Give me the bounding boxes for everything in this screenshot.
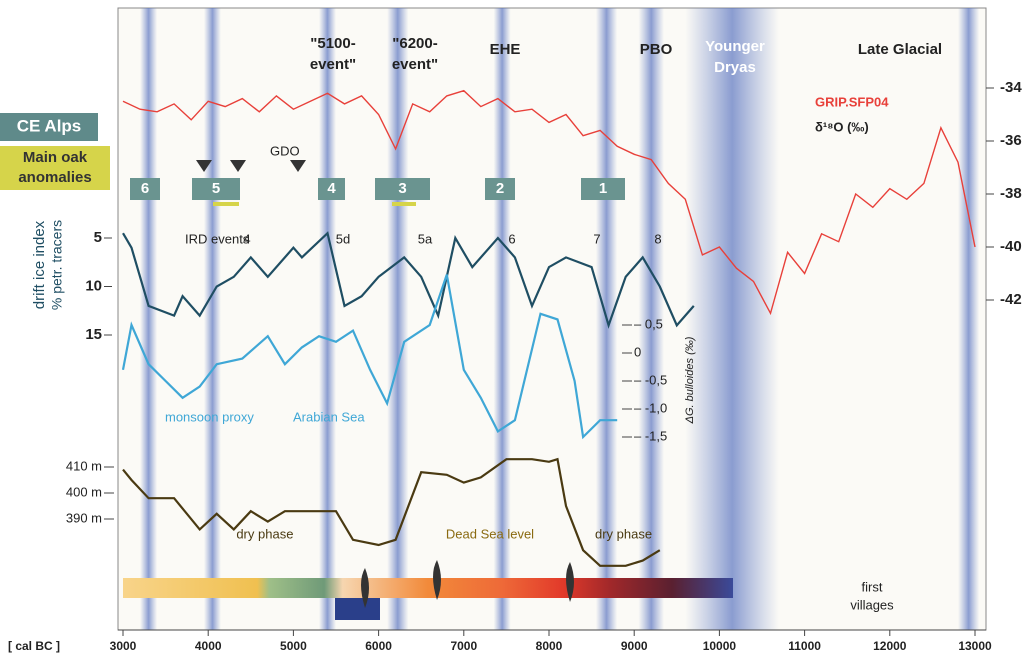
alps-event-box — [375, 178, 430, 200]
x-tick-label: 13000 — [958, 639, 992, 653]
x-tick-label: 7000 — [450, 639, 477, 653]
ce-alps-box — [0, 113, 98, 141]
culture-bar — [123, 578, 733, 598]
alps-event-box — [485, 178, 515, 200]
period-label: Late Glacial — [858, 41, 942, 58]
x-axis-label: [ cal BC ] — [8, 639, 60, 653]
oak-label: Main oak — [23, 149, 88, 166]
series-line — [122, 89, 976, 316]
oak-mark — [213, 202, 239, 206]
ird-label: 8 — [654, 231, 661, 246]
alps-event-box — [318, 178, 345, 200]
period-label: "5100- — [310, 35, 355, 52]
alps-event-label: 1 — [599, 180, 607, 197]
event-band — [493, 8, 511, 630]
oak-label: anomalies — [18, 169, 91, 186]
event-band — [387, 8, 409, 630]
y-tick-label: – -1,0 — [634, 400, 667, 415]
y-tick-label: 15 — [85, 326, 102, 343]
alps-event-label: 2 — [496, 180, 504, 197]
period-label: Younger — [705, 38, 765, 55]
series-line — [122, 231, 695, 329]
series-label: Arabian Sea — [293, 409, 365, 424]
x-tick-label: 6000 — [365, 639, 392, 653]
alps-event-label: 4 — [327, 180, 336, 197]
period-label: PBO — [640, 41, 673, 58]
series-label: monsoon proxy — [165, 409, 254, 424]
ird-label: 4 — [243, 231, 250, 246]
y-tick-label: -38 — [1000, 185, 1022, 202]
ird-label: 5a — [418, 231, 433, 246]
ird-label: 7 — [593, 231, 600, 246]
villages: first — [862, 579, 883, 594]
y-tick-label: 0 — [634, 344, 641, 359]
plot-frame — [117, 7, 987, 631]
period-label: "6200- — [392, 35, 437, 52]
y-tick-label: 400 m — [66, 484, 102, 499]
y-tick-label: -42 — [1000, 291, 1022, 308]
ird-label: IRD events — [185, 231, 250, 246]
oak-mark — [392, 202, 416, 206]
alps-event-label: 3 — [398, 180, 406, 197]
period-label: event" — [310, 56, 356, 73]
event-band — [318, 8, 336, 630]
ce-alps: CE Alps — [17, 116, 82, 135]
alps-event-label: 5 — [212, 180, 220, 197]
y-tick-label: -40 — [1000, 238, 1022, 255]
ird-label: 6 — [508, 231, 515, 246]
y-tick-label: 390 m — [66, 510, 102, 525]
y-tick-label: 410 m — [66, 458, 102, 473]
x-tick-label: 4000 — [195, 639, 222, 653]
y-axis-label: δ¹⁸O (‰) — [815, 119, 869, 134]
dry-phase-label: dry phase — [236, 526, 293, 541]
x-tick-label: 5000 — [280, 639, 307, 653]
series-line — [121, 274, 618, 440]
x-tick-label: 12000 — [873, 639, 907, 653]
period-label: event" — [392, 56, 438, 73]
event-band — [638, 8, 665, 630]
y-tick-label: 5 — [94, 229, 102, 246]
series-label: Dead Sea level — [446, 526, 534, 541]
gdo: GDO — [270, 143, 300, 158]
y-tick-label: -34 — [1000, 79, 1022, 96]
period-label: EHE — [490, 41, 521, 58]
y-tick-label: -36 — [1000, 132, 1022, 149]
x-tick-label: 8000 — [536, 639, 563, 653]
y-axis-label: % petr. tracers — [49, 220, 65, 310]
y-tick-label: – -1,5 — [634, 428, 667, 443]
x-tick-label: 10000 — [703, 639, 737, 653]
culture-bar-dark — [335, 598, 380, 620]
alps-event-box — [130, 178, 160, 200]
legend-label: GRIP.SFP04 — [815, 94, 889, 109]
y-tick-label: – -0,5 — [634, 372, 667, 387]
event-band — [140, 8, 158, 630]
ird-label: 5d — [336, 231, 350, 246]
flame-icons — [361, 560, 574, 608]
dry-phase-label: dry phase — [595, 526, 652, 541]
x-tick-label: 3000 — [110, 639, 137, 653]
series-line — [122, 457, 661, 567]
period-label: Dryas — [714, 59, 756, 76]
gdo-markers — [196, 160, 306, 172]
y-tick-label: 10 — [85, 277, 102, 294]
alps-event-label: 6 — [141, 180, 149, 197]
event-band — [957, 8, 980, 630]
x-tick-label: 11000 — [788, 639, 821, 653]
y-axis-label: ΔG. bulloides (‰) — [684, 336, 696, 424]
x-tick-label: 9000 — [621, 639, 648, 653]
event-band — [685, 8, 780, 630]
y-tick-label: – 0,5 — [634, 316, 663, 331]
event-band — [203, 8, 221, 630]
alps-event-box — [581, 178, 625, 200]
villages: villages — [850, 597, 894, 612]
alps-event-box — [192, 178, 240, 200]
y-axis-label: drift ice index — [31, 220, 48, 309]
oak-box — [0, 146, 110, 190]
